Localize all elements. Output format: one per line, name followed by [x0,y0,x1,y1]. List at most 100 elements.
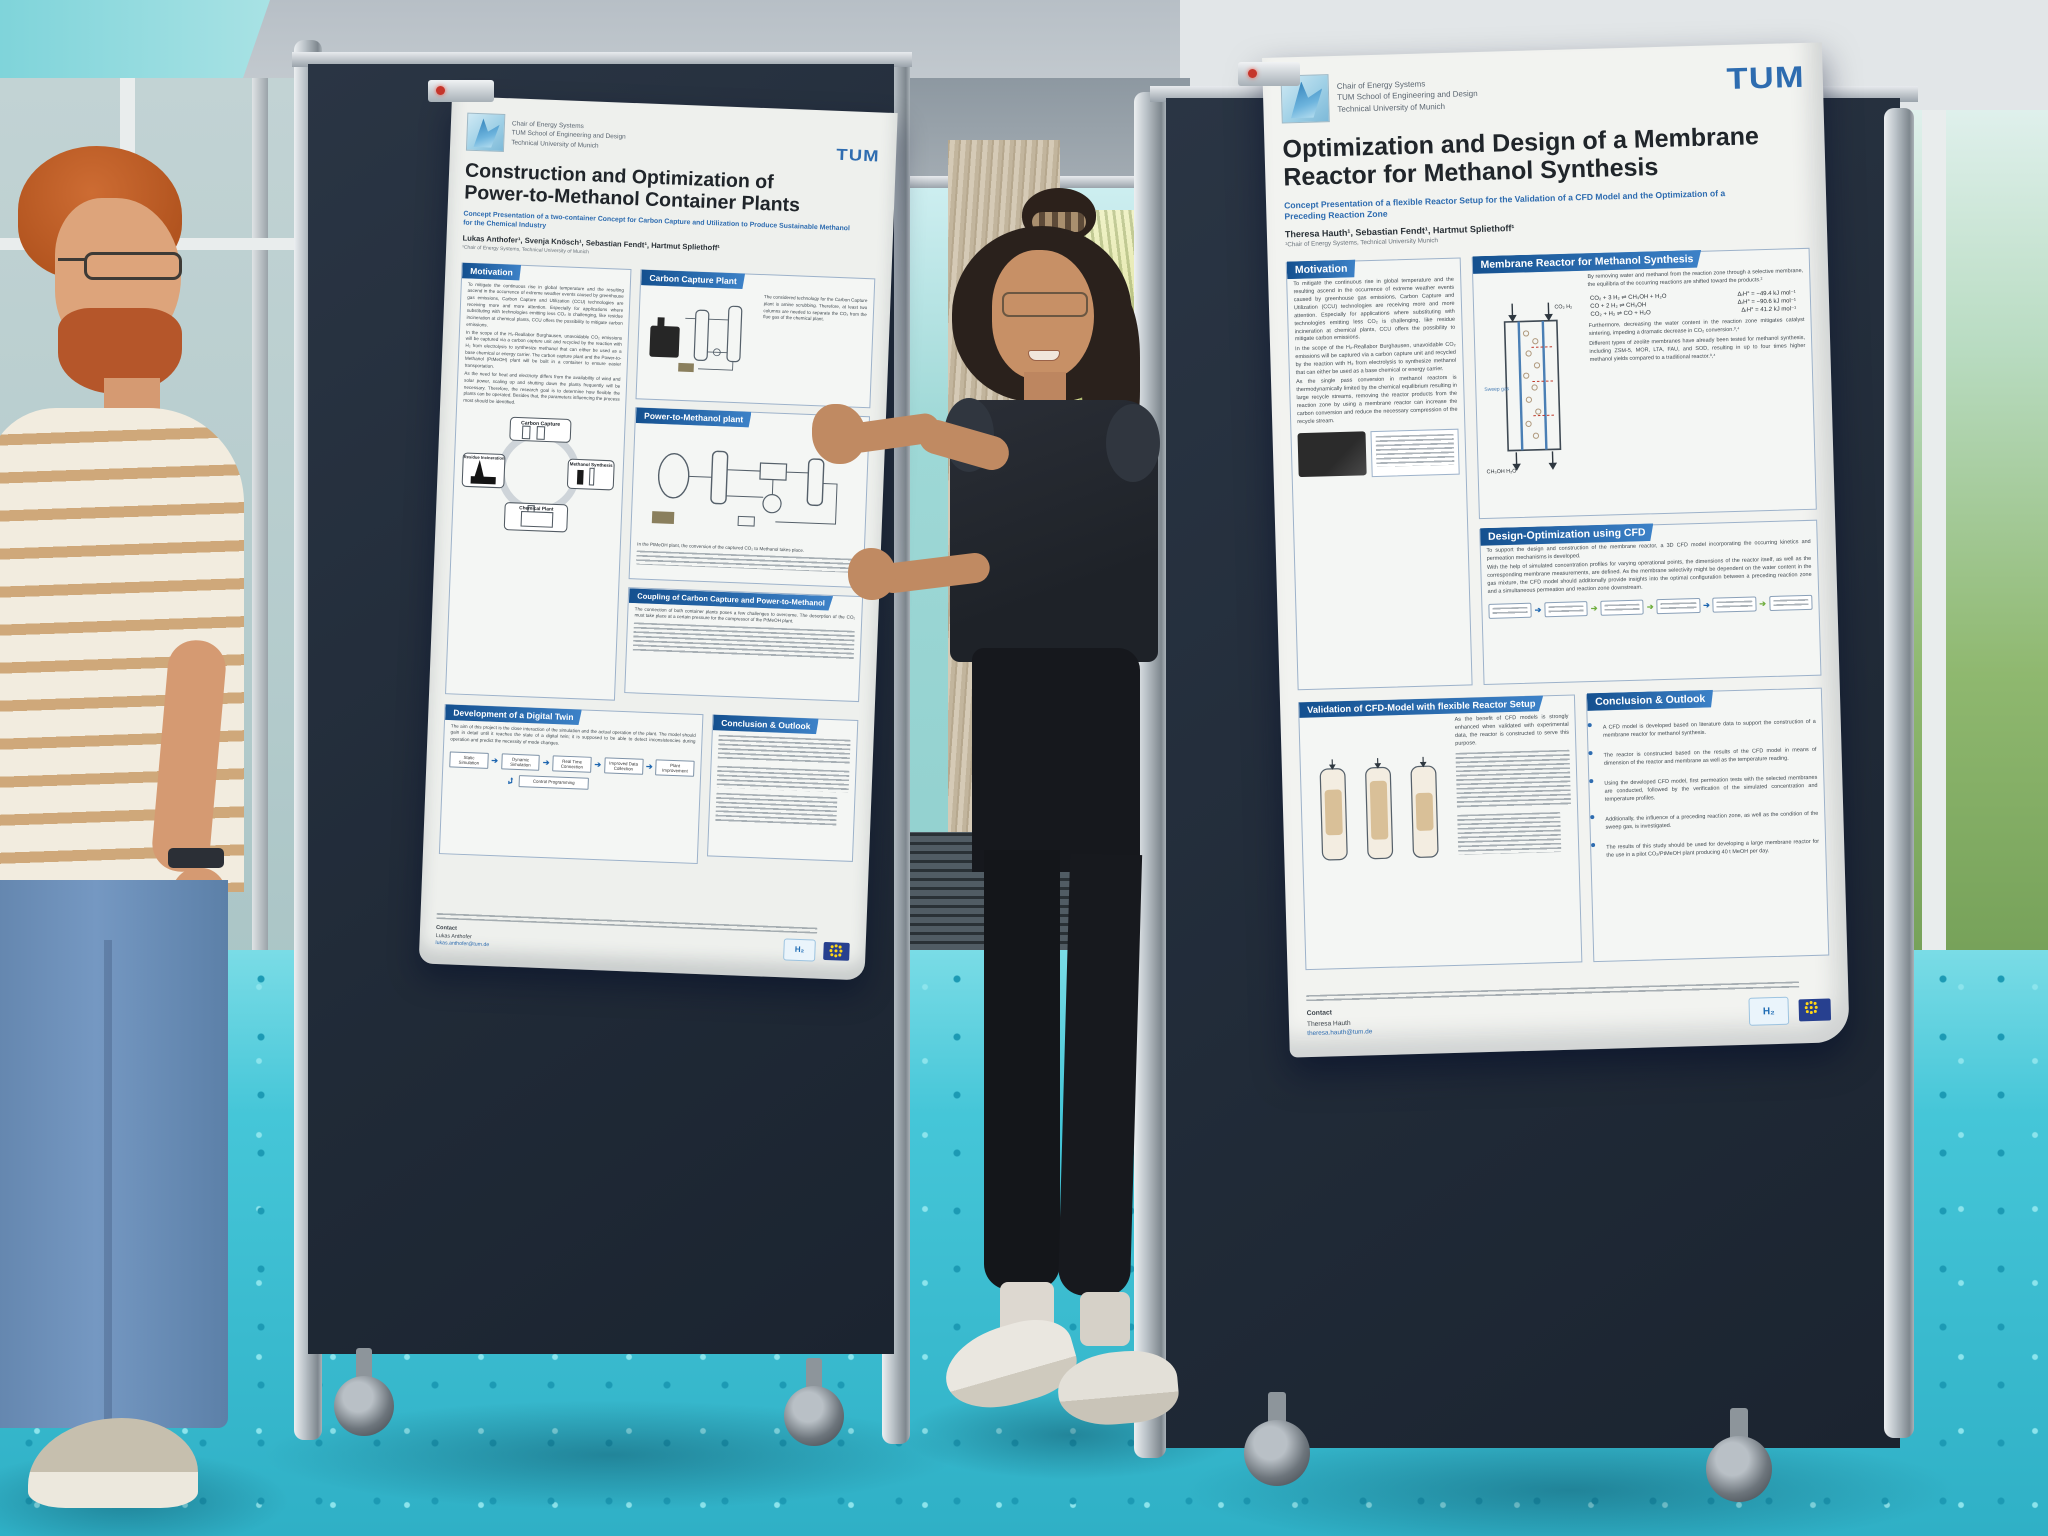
section-header: Motivation [1287,260,1356,279]
section-power-to-methanol-plant: Power-to-Methanol plant In the PtMeOH pl… [628,406,871,588]
tum-logo: TUM [836,146,881,166]
presenter-pant-leg [1057,853,1143,1297]
window-mullion [252,78,268,1078]
section-coupling: Coupling of Carbon Capture and Power-to-… [624,586,864,702]
poster-header: Chair of Energy Systems TUM School of En… [1280,61,1805,124]
bullet-text: A CFD model is developed based on litera… [1602,718,1816,739]
flow-step: Improved Data Collection [603,756,644,776]
unreadable-text [1455,749,1571,809]
contact-email: lukas.anthofer@tum.de [435,940,490,949]
board-top-rail [292,52,912,67]
ptm-plant-diagram [652,450,838,527]
org-block: Chair of Energy Systems TUM School of En… [1337,77,1478,116]
enthalpy: ΔᵣH° = 41.2 kJ mol⁻¹ [1741,306,1797,314]
section-header: Motivation [462,263,521,281]
presenter-sock [1080,1292,1130,1346]
workflow-chip [1600,599,1645,616]
arrow-icon: ➔ [1702,600,1710,610]
poster-title: Construction and Optimization of Power-t… [464,160,879,220]
bullet-text: The reactor is constructed based on the … [1603,746,1817,767]
presenter-pants-hip [972,648,1140,872]
arrow-icon: ➔ [1534,604,1542,615]
cycle-label: Carbon Capture [521,420,561,428]
arrow-icon: ➔ [491,755,499,766]
caster [806,1358,822,1392]
section-conclusion-right: Conclusion & Outlook A CFD model is deve… [1585,687,1830,962]
h2-logo-text: H₂ [794,945,805,955]
h2-reallabor-logo: H₂ [1748,996,1790,1026]
body-text: By removing water and methanol from the … [1587,268,1804,289]
caster-wheel [334,1376,394,1436]
contact-block: Contact Theresa Hauth theresa.hauth@tum.… [1307,1008,1373,1039]
window-mullion [1922,110,1946,1050]
corner-arrow-icon: ⮐ [506,776,516,785]
poster-columns: Motivation To mitigate the continuous ri… [445,262,876,710]
workflow-chip [1768,594,1813,612]
listener-jeans-seam [104,940,112,1420]
poster-footer: Contact Theresa Hauth theresa.hauth@tum.… [1306,973,1832,1039]
reaction-equations: CO₂ + 3 H₂ ⇌ CH₃OH + H₂O ΔᵣH° = −49.4 kJ … [1588,289,1804,318]
section-validation: Validation of CFD-Model with flexible Re… [1297,694,1583,970]
carbon-capture-diagram [649,305,743,372]
unreadable-text [633,622,855,661]
section-membrane-reactor: Membrane Reactor for Methanol Synthesis [1471,247,1817,519]
presenter-hand-open [812,404,866,464]
reactor-outlet-label: CH₃OH H₂O [1486,468,1516,475]
section-header: Development of a Digital Twin [445,704,582,725]
section-motivation: Motivation To mitigate the continuous ri… [1285,257,1473,690]
motivation-thumbnails [1297,428,1460,479]
body-text: Different types of zeolite membranes hav… [1589,334,1806,363]
arrow-icon: ➔ [645,761,653,772]
presenter-smile [1028,350,1060,361]
tum-logo: TUM [1726,60,1806,97]
listener-jeans [0,880,228,1428]
flow-step: Real Time Connection [552,755,592,774]
poster-title: Optimization and Design of a Membrane Re… [1282,121,1807,192]
listener-watch [168,848,224,868]
arrow-icon: ➔ [542,757,550,768]
unreadable-text [1457,812,1561,855]
glass-top-left [0,0,270,78]
section-design-optimization: Design-Optimization using CFD To support… [1478,519,1822,685]
body-text: The considered technology for the Carbon… [763,294,868,322]
flow-step: Control Programming [518,775,589,790]
digital-twin-branch: ⮐ Control Programming [506,775,694,793]
window-wall-right [1890,110,2048,1050]
arrow-icon: ➔ [1590,603,1598,613]
conclusion-bullets: A CFD model is developed based on litera… [1594,710,1820,861]
body-text: The aim of this project is the close int… [450,723,696,746]
eu-flag-icon [823,941,850,961]
body-text: To mitigate the continuous rise in globa… [466,281,625,328]
digital-twin-flow: Static Simulation ➔ Dynamic Simulation ➔… [449,751,695,778]
presenter-glasses [1002,292,1088,317]
poster-footer: Contact Lukas Anthofer lukas.anthofer@tu… [435,907,850,964]
equation: CO₂ + H₂ ⇌ CO + H₂O [1590,310,1651,319]
section-carbon-capture-plant: Carbon Capture Plant The [635,269,876,408]
cycle-label: Methanol Synthesis [570,461,614,468]
presenter-pant-leg [984,850,1060,1290]
caster-wheel [784,1386,844,1446]
arrow-icon: ➔ [594,759,602,770]
presenter-hand-lower [848,548,896,600]
cycle-label: Residue Incineration [464,454,506,461]
body-text: In the scope of the H₂-Reallabor Burghau… [1295,341,1457,377]
flow-step: Static Simulation [449,751,489,770]
body-text: As the benefit of CFD models is strongly… [1454,713,1570,747]
flow-sketch-thumbnail [1370,428,1460,478]
cfd-workflow: ➔ ➔ ➔ ➔ ➔ [1487,594,1813,619]
body-text: In the scope of the H₂-Reallabor Burghau… [464,329,623,369]
section-motivation: Motivation To mitigate the continuous ri… [445,262,632,701]
caster-wheel [1706,1436,1772,1502]
h2-logo-text: H₂ [1762,1005,1775,1018]
poster-row-a-right: Membrane Reactor for Methanol Synthesis [1471,247,1822,685]
unreadable-text [716,765,850,793]
cycle-label: Chemical Plant [519,505,554,512]
sweep-gas-label: Sweep gas [1484,386,1509,393]
clamp-red-indicator [436,86,445,95]
section-header: Carbon Capture Plant [641,270,745,289]
caster [356,1348,372,1382]
poster-right-column: Carbon Capture Plant The [624,269,876,710]
section-header: Power-to-Methanol plant [636,407,752,427]
poster-clamp [428,80,494,102]
absorber-photo-thumbnail [1297,431,1367,478]
